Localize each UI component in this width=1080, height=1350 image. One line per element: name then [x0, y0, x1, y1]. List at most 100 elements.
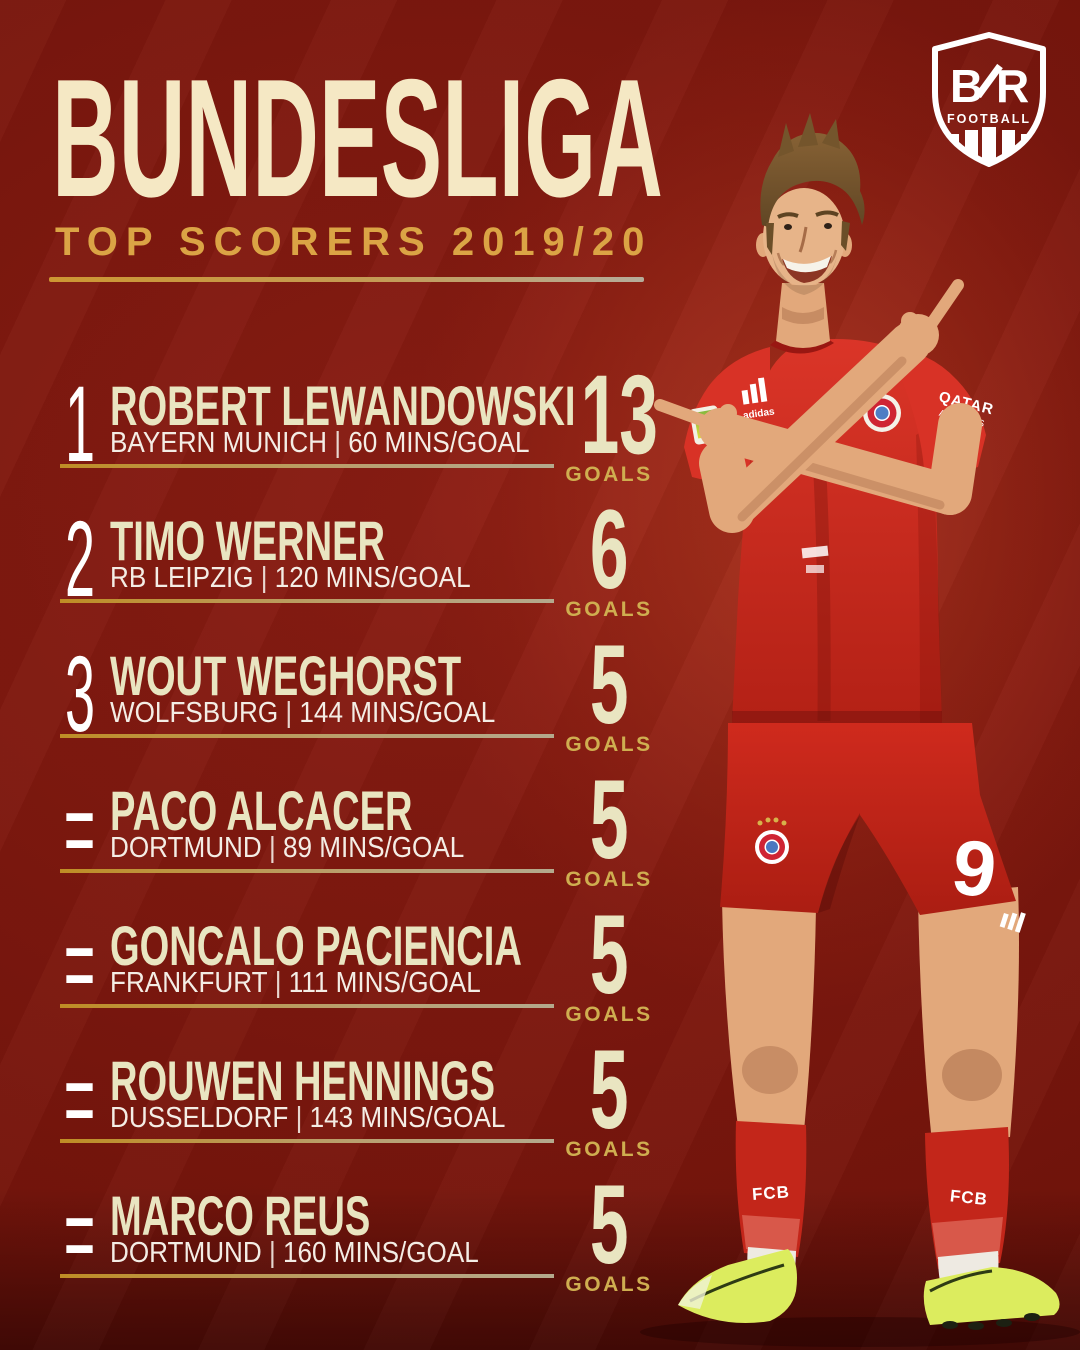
player-name: TIMO WERNER — [110, 509, 386, 572]
goals-column: 5 GOALS — [557, 899, 661, 1053]
row-divider — [60, 869, 554, 873]
team-name: BAYERN MUNICH — [110, 427, 328, 459]
separator: | — [268, 832, 276, 864]
separator: | — [268, 1237, 276, 1269]
rank-label: 3 — [64, 633, 96, 754]
sock-label: FCB — [751, 1182, 790, 1204]
goals-column: 5 GOALS — [557, 764, 661, 918]
left-boot — [678, 1249, 797, 1323]
row-divider — [60, 464, 554, 468]
goals-column: 5 GOALS — [557, 1169, 661, 1323]
adidas-mark-chest: adidas — [741, 377, 776, 422]
team-name: DORTMUND — [110, 1237, 262, 1269]
goals-count: 5 — [589, 622, 629, 747]
player-name: PACO ALCACER — [110, 779, 413, 842]
rank-label: = — [64, 903, 96, 1024]
team-name: DORTMUND — [110, 832, 262, 864]
shorts-number: 9 — [947, 822, 1001, 915]
goals-label: GOALS — [565, 1273, 653, 1296]
rank-label: = — [64, 1173, 96, 1294]
row-divider — [60, 1004, 554, 1008]
page-subtitle: TOP SCORERS 2019/20 — [55, 220, 653, 264]
mins-per-goal: 144 MINS/GOAL — [299, 697, 496, 729]
scorer-row: 3 WOUT WEGHORST WOLFSBURG | 144 MINS/GOAL … — [55, 629, 665, 783]
player-name: WOUT WEGHORST — [110, 644, 462, 707]
player-meta: FRANKFURT | 111 MINS/GOAL — [110, 967, 522, 1000]
team-name: DUSSELDORF — [110, 1102, 289, 1134]
goals-label: GOALS — [565, 1138, 653, 1161]
goals-count: 13 — [580, 352, 658, 477]
goals-label: GOALS — [565, 733, 653, 756]
logo-b: B — [950, 60, 983, 112]
rank-label: 1 — [64, 363, 96, 484]
player-shorts: 9 — [720, 723, 1026, 933]
separator: | — [334, 427, 342, 459]
mins-per-goal: 89 MINS/GOAL — [282, 832, 465, 864]
goals-column: 5 GOALS — [557, 1034, 661, 1188]
rank-label: = — [64, 768, 96, 889]
separator: | — [295, 1102, 303, 1134]
separator: | — [274, 967, 282, 999]
adidas-mark-shorts — [999, 912, 1026, 933]
rank-label: 2 — [64, 498, 96, 619]
scorer-list: 1 ROBERT LEWANDOWSKI BAYERN MUNICH | 60 MI… — [55, 359, 665, 1323]
right-boot — [923, 1267, 1060, 1325]
logo-football: FOOTBALL — [947, 112, 1031, 126]
mins-per-goal: 120 MINS/GOAL — [274, 562, 471, 594]
team-name: RB LEIPZIG — [110, 562, 254, 594]
player-name: ROUWEN HENNINGS — [110, 1049, 496, 1112]
player-photo: FCB FCB — [640, 113, 1080, 1347]
separator: | — [285, 697, 293, 729]
header-divider — [49, 277, 644, 282]
logo-slash — [975, 63, 1003, 99]
player-legs: FCB FCB — [678, 887, 1060, 1330]
goals-count: 5 — [589, 1162, 629, 1287]
row-divider — [60, 1274, 554, 1278]
goals-label: GOALS — [565, 598, 653, 621]
goals-count: 6 — [589, 487, 629, 612]
separator: | — [260, 562, 268, 594]
player-meta: DORTMUND | 160 MINS/GOAL — [110, 1237, 520, 1270]
goals-count: 5 — [589, 1027, 629, 1152]
rank-label: = — [64, 1038, 96, 1159]
mins-per-goal: 60 MINS/GOAL — [348, 427, 530, 459]
goals-label: GOALS — [565, 463, 653, 486]
br-football-logo: B R FOOTBALL — [932, 32, 1046, 167]
mins-per-goal: 111 MINS/GOAL — [288, 967, 481, 999]
scorer-row: = GONCALO PACIENCIA FRANKFURT | 111 MINS/G… — [55, 899, 665, 1053]
scorer-row: = ROUWEN HENNINGS DUSSELDORF | 143 MINS/GO… — [55, 1034, 665, 1188]
player-head — [756, 113, 865, 348]
team-name: WOLFSBURG — [110, 697, 279, 729]
goals-column: 5 GOALS — [557, 629, 661, 783]
goals-label: GOALS — [565, 868, 653, 891]
goals-count: 5 — [589, 757, 629, 882]
player-meta: DORTMUND | 89 MINS/GOAL — [110, 832, 504, 865]
team-name: FRANKFURT — [110, 967, 268, 999]
shorts-crest — [755, 817, 789, 864]
scorer-row: = PACO ALCACER DORTMUND | 89 MINS/GOAL 5 G… — [55, 764, 665, 918]
player-arms — [654, 279, 982, 533]
goals-count: 5 — [589, 892, 629, 1017]
player-name: ROBERT LEWANDOWSKI — [110, 374, 576, 437]
player-name: GONCALO PACIENCIA — [110, 914, 522, 977]
goals-label: GOALS — [565, 1003, 653, 1026]
row-divider — [60, 599, 554, 603]
row-divider — [60, 1139, 554, 1143]
page-title: BUNDESLIGA — [52, 44, 663, 232]
goals-column: 13 GOALS — [557, 359, 661, 513]
ground-shadow — [640, 1317, 1080, 1347]
scorer-row: 1 ROBERT LEWANDOWSKI BAYERN MUNICH | 60 MI… — [55, 359, 665, 513]
scorer-row: 2 TIMO WERNER RB LEIPZIG | 120 MINS/GOAL 6… — [55, 494, 665, 648]
mins-per-goal: 143 MINS/GOAL — [309, 1102, 506, 1134]
goals-column: 6 GOALS — [557, 494, 661, 648]
player-name: MARCO REUS — [110, 1184, 371, 1247]
row-divider — [60, 734, 554, 738]
scorer-row: = MARCO REUS DORTMUND | 160 MINS/GOAL 5 GO… — [55, 1169, 665, 1323]
mins-per-goal: 160 MINS/GOAL — [282, 1237, 479, 1269]
logo-r: R — [996, 60, 1029, 112]
sock-label: FCB — [949, 1186, 989, 1209]
player-meta: BAYERN MUNICH | 60 MINS/GOAL — [110, 427, 576, 460]
player-meta: RB LEIPZIG | 120 MINS/GOAL — [110, 562, 511, 595]
svg-text:adidas: adidas — [742, 406, 775, 421]
